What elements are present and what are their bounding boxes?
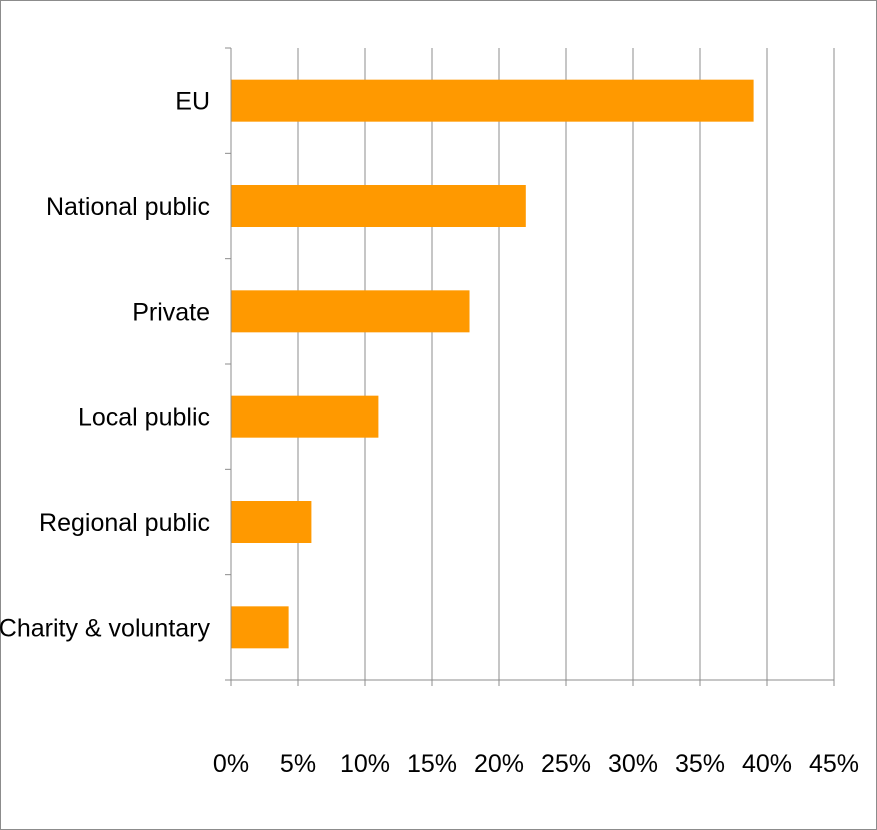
x-tick-label: 40% xyxy=(742,750,792,778)
x-tick-label: 35% xyxy=(675,750,725,778)
x-tick-label: 5% xyxy=(280,750,316,778)
category-label: Regional public xyxy=(39,509,210,537)
x-tick-label: 10% xyxy=(340,750,390,778)
x-tick-label: 45% xyxy=(809,750,859,778)
category-label: Charity & voluntary xyxy=(0,614,210,642)
category-label: EU xyxy=(175,88,210,116)
bar-private xyxy=(231,290,470,333)
category-label: Local public xyxy=(78,404,210,432)
category-label: National public xyxy=(46,193,210,221)
x-tick-label: 20% xyxy=(474,750,524,778)
x-tick-label: 15% xyxy=(407,750,457,778)
axes xyxy=(225,47,834,686)
x-tick-label: 25% xyxy=(541,750,591,778)
bar-regional-public xyxy=(231,501,312,543)
bar-local-public xyxy=(231,395,379,438)
bar-national-public xyxy=(231,185,526,227)
bar-charity-voluntary xyxy=(231,606,289,649)
labels: 0% 5% 10% 15% 20% 25% 30% 35% 40% 45% EU National p… xyxy=(0,88,859,778)
x-tick-label: 30% xyxy=(608,750,658,778)
category-label: Private xyxy=(132,298,210,326)
grid-lines xyxy=(297,48,835,686)
bar-eu xyxy=(231,79,754,122)
x-tick-label: 0% xyxy=(213,750,249,778)
bars xyxy=(231,79,754,649)
